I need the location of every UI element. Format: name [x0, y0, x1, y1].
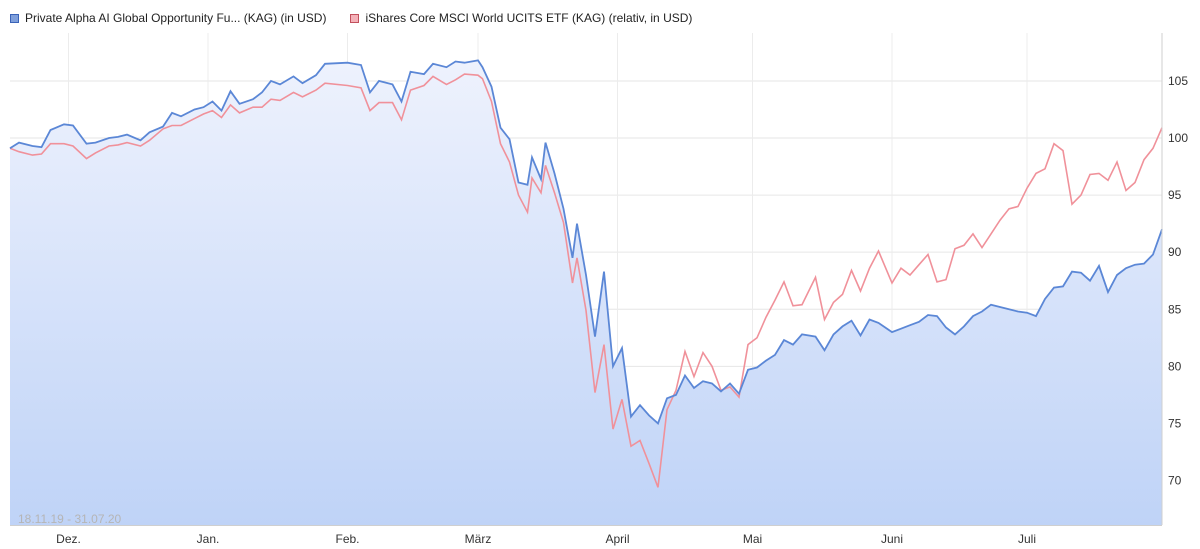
- x-axis-tick-labels: Dez. Jan. Feb. März April Mai Juni Juli: [56, 532, 1036, 546]
- series2-line: [9, 73, 1163, 488]
- x-tick-label: Juli: [1018, 532, 1036, 546]
- legend-swatch-series1: [10, 13, 19, 23]
- y-tick-label: 85: [1168, 302, 1182, 316]
- y-tick-label: 100: [1168, 131, 1188, 145]
- x-tick-label: Dez.: [56, 532, 81, 546]
- x-tick-label: März: [465, 532, 492, 546]
- series1-area-fill: [10, 60, 1162, 526]
- chart-legend: Private Alpha AI Global Opportunity Fu..…: [10, 10, 716, 26]
- legend-item-series1[interactable]: Private Alpha AI Global Opportunity Fu..…: [10, 11, 326, 25]
- y-tick-label: 105: [1168, 74, 1188, 88]
- y-tick-label: 80: [1168, 359, 1182, 373]
- x-tick-label: Mai: [743, 532, 762, 546]
- legend-item-series2[interactable]: iShares Core MSCI World UCITS ETF (KAG) …: [350, 11, 692, 25]
- y-tick-label: 70: [1168, 473, 1182, 487]
- legend-swatch-series2: [350, 13, 360, 23]
- series1-line: [9, 59, 1163, 425]
- legend-label-series2: iShares Core MSCI World UCITS ETF (KAG) …: [365, 11, 693, 25]
- x-tick-label: Juni: [881, 532, 903, 546]
- x-tick-label: Feb.: [335, 532, 359, 546]
- y-axis-tick-labels: 70 75 80 85 90 95 100 105: [1168, 74, 1188, 488]
- y-tick-label: 90: [1168, 245, 1182, 259]
- x-tick-label: Jan.: [197, 532, 220, 546]
- x-tick-label: April: [605, 532, 629, 546]
- date-range-label: 18.11.19 - 31.07.20: [18, 512, 122, 526]
- legend-label-series1: Private Alpha AI Global Opportunity Fu..…: [25, 11, 327, 25]
- y-tick-label: 95: [1168, 188, 1182, 202]
- y-tick-label: 75: [1168, 416, 1182, 430]
